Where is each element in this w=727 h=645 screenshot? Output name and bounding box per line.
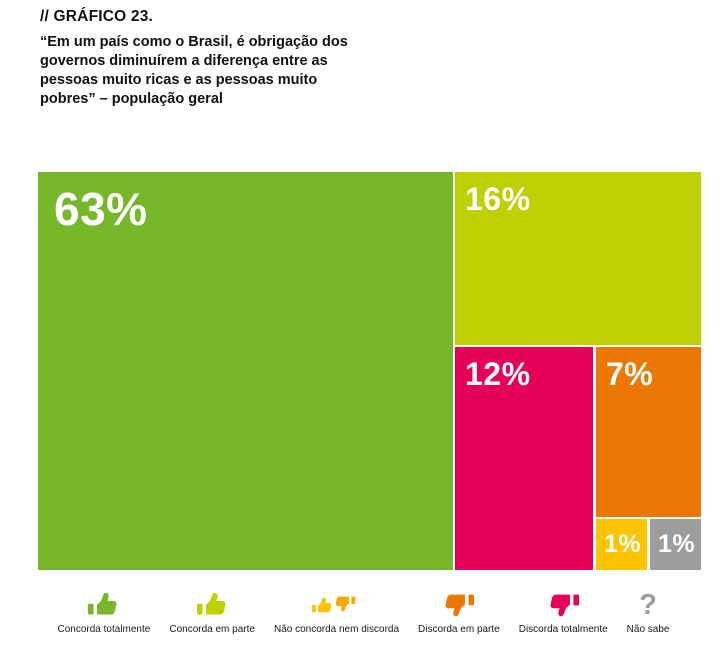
legend-item-discorda-totalmente: Discorda totalmente	[519, 590, 608, 635]
legend-label: Não concorda nem discorda	[273, 624, 400, 635]
block-value-label: 7%	[606, 356, 654, 392]
treemap-block-nao-sabe: 1%	[650, 519, 701, 570]
legend-label: Discorda totalmente	[518, 624, 608, 635]
legend-item-concorda-totalmente: Concorda totalmente	[57, 590, 151, 635]
legend-item-discorda-em-parte: Discorda em parte	[418, 590, 500, 635]
chart-title: // GRÁFICO 23.	[40, 8, 154, 25]
legend-item-nao-sabe: ? Não sabe	[626, 589, 670, 636]
thumbs-down-icon	[443, 590, 475, 618]
thumbs-down-icon	[548, 590, 579, 618]
block-value-label: 16%	[465, 181, 531, 217]
treemap-block-concorda-em-parte: 16%	[455, 172, 701, 345]
legend-item-concorda-em-parte: Concorda em parte	[169, 590, 255, 635]
thumbs-up-icon	[88, 590, 119, 618]
treemap-block-discorda-em-parte: 7%	[596, 347, 701, 517]
treemap-chart: 63% 16% 12% 7% 1% 1%	[38, 172, 701, 570]
thumbs-up-down-icon	[312, 590, 360, 618]
legend-label: Discorda em parte	[418, 624, 500, 635]
block-value-label: 63%	[54, 183, 148, 235]
thumbs-up-icon	[196, 590, 228, 618]
block-value-label: 12%	[465, 356, 531, 392]
legend: Concorda totalmente Concorda em parte	[0, 589, 727, 636]
legend-label: Não sabe	[626, 624, 670, 635]
chart-subtitle: “Em um país como o Brasil, é obrigação d…	[40, 34, 348, 108]
treemap-block-discorda-totalmente: 12%	[455, 347, 593, 570]
legend-item-nao-concorda-nem-discorda: Não concorda nem discorda	[274, 590, 399, 635]
treemap-block-concorda-totalmente: 63%	[38, 172, 453, 570]
question-mark-icon: ?	[639, 589, 657, 621]
legend-label: Concorda totalmente	[57, 624, 151, 635]
chart-header: // GRÁFICO 23. “Em um país como o Brasil…	[40, 8, 390, 110]
block-value-label: 1%	[658, 530, 696, 558]
treemap-block-nao-concorda-nem-discorda: 1%	[596, 519, 647, 570]
block-value-label: 1%	[604, 530, 642, 558]
legend-label: Concorda em parte	[169, 624, 255, 635]
